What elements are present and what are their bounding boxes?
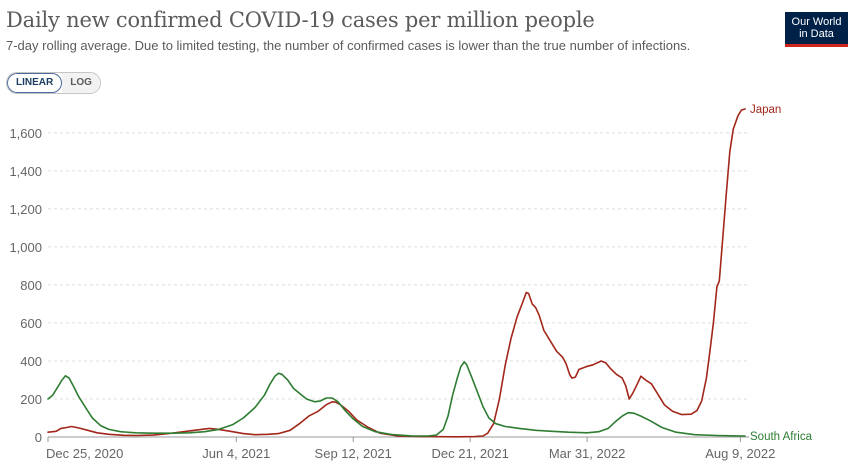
logo-line-1: Our World	[791, 16, 842, 28]
y-tick-label: 600	[20, 316, 42, 331]
grid-lines	[48, 132, 749, 438]
scale-toggle: LINEAR LOG	[6, 72, 101, 94]
chart-title: Daily new confirmed COVID-19 cases per m…	[6, 8, 595, 32]
y-tick-label: 1,200	[9, 202, 42, 217]
y-tick-label: 400	[20, 354, 42, 369]
series-lines: Japan South Africa	[47, 104, 813, 443]
y-tick-label: 0	[35, 430, 42, 445]
y-tick-label: 800	[20, 278, 42, 293]
linear-scale-button[interactable]: LINEAR	[7, 73, 63, 93]
axis-labels: 0 200 400 600 800 1,000 1,200 1,400 1,600 Dec 25,…	[9, 126, 775, 461]
south-africa-series-label[interactable]: South Africa	[750, 431, 813, 443]
japan-series-line[interactable]	[47, 108, 746, 438]
log-scale-button[interactable]: LOG	[62, 73, 100, 93]
y-tick-label: 1,600	[9, 126, 42, 141]
x-tick-label: Dec 25, 2020	[46, 446, 123, 461]
y-tick-label: 1,400	[9, 164, 42, 179]
x-tick-label: Dec 21, 2021	[432, 446, 509, 461]
chart-subtitle: 7-day rolling average. Due to limited te…	[6, 38, 691, 53]
x-tick-label: Mar 31, 2022	[549, 446, 626, 461]
japan-series-label[interactable]: Japan	[750, 104, 781, 116]
x-tick-label: Sep 12, 2021	[315, 446, 392, 461]
y-tick-label: 200	[20, 392, 42, 407]
x-tick-label: Aug 9, 2022	[705, 446, 775, 461]
logo-line-2: in Data	[799, 28, 834, 40]
x-tick-label: Jun 4, 2021	[202, 446, 270, 461]
y-tick-label: 1,000	[9, 240, 42, 255]
owid-logo[interactable]: Our World in Data	[785, 12, 848, 47]
south-africa-series-line[interactable]	[47, 361, 746, 437]
